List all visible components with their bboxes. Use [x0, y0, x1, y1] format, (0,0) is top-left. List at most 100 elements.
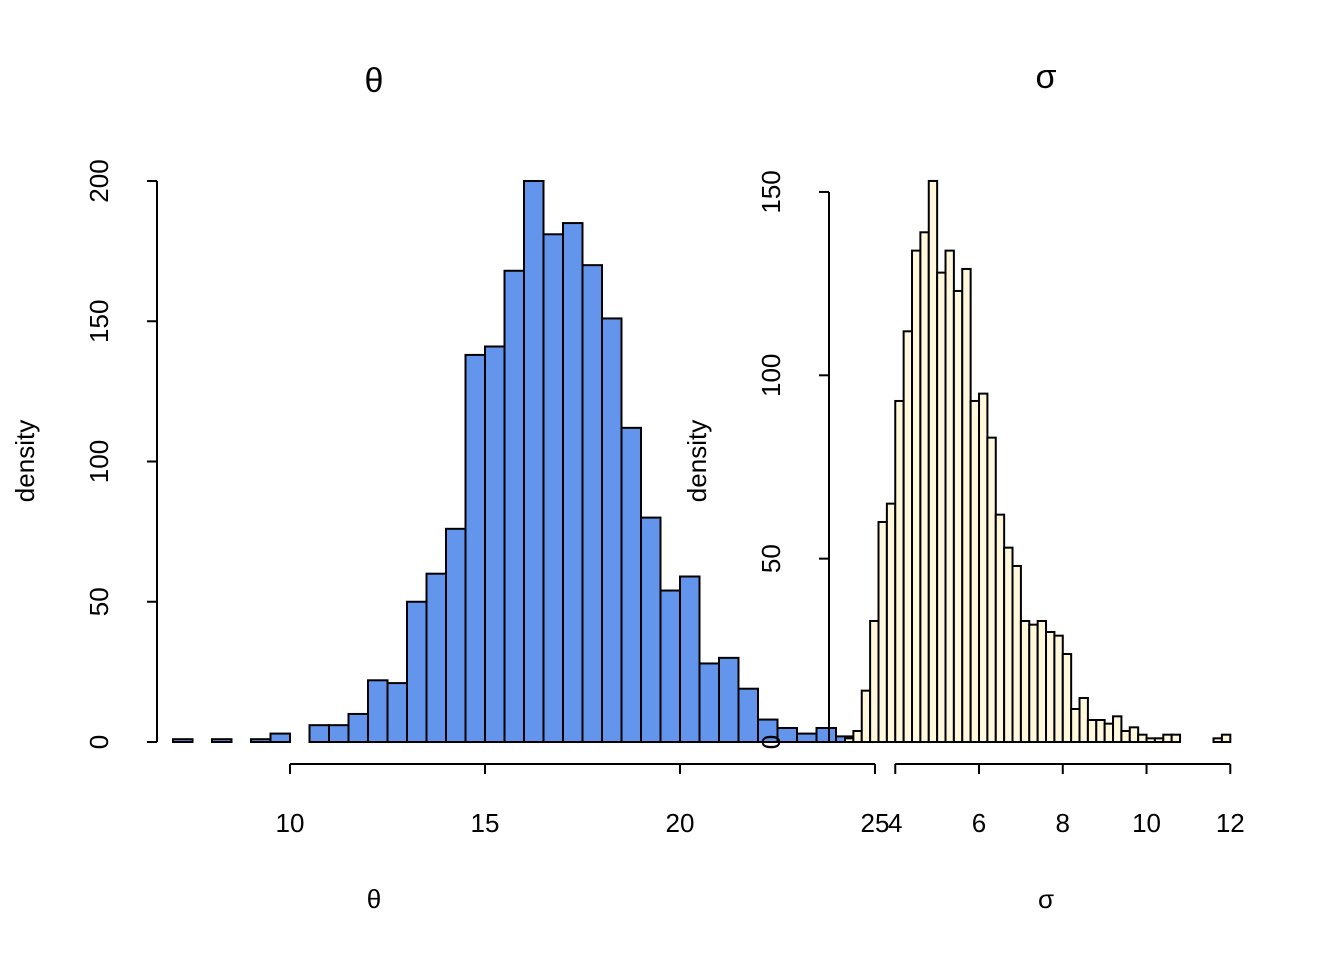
- histogram-bar: [927, 179, 939, 743]
- histogram-bar: [1120, 730, 1131, 743]
- histogram-bar: [737, 687, 759, 744]
- histogram-bar: [961, 267, 972, 743]
- histogram-bar: [1153, 737, 1165, 744]
- chart-title: σ: [1036, 58, 1057, 96]
- x-tick-label: 6: [972, 808, 986, 838]
- y-tick-label: 150: [756, 170, 786, 213]
- histogram-bar: [1036, 619, 1048, 743]
- histogram-bar: [1212, 737, 1223, 744]
- histogram-bar: [308, 724, 330, 743]
- y-tick-label: 200: [84, 159, 114, 202]
- histogram-bar: [852, 730, 863, 743]
- histogram-bar: [1086, 719, 1098, 743]
- histogram-bar: [944, 249, 955, 743]
- histogram-bar: [1162, 733, 1173, 743]
- y-tick-label: 0: [756, 735, 786, 749]
- histogram-bar: [484, 345, 506, 743]
- histogram-bar: [1078, 697, 1089, 743]
- histogram-bar: [523, 180, 545, 743]
- x-tick-label: 10: [1132, 808, 1161, 838]
- histogram-bar: [367, 679, 389, 743]
- histogram-bar: [425, 572, 447, 744]
- histogram-bar: [1045, 630, 1056, 743]
- histogram-bar: [1220, 733, 1232, 743]
- y-tick-label: 50: [756, 544, 786, 573]
- histogram-bar: [464, 353, 486, 743]
- histogram-bar: [986, 436, 997, 743]
- y-axis: 0 50 100 150: [756, 170, 830, 749]
- histogram-bar: [659, 589, 681, 744]
- histogram-bar: [796, 732, 818, 744]
- y-tick-label: 50: [84, 587, 114, 616]
- histogram-bar: [877, 520, 888, 743]
- histogram-bar: [679, 575, 701, 743]
- histogram-bar: [1011, 564, 1022, 743]
- histogram-bar: [952, 289, 964, 743]
- y-tick-label: 100: [756, 354, 786, 397]
- histogram-bar: [542, 233, 564, 743]
- y-tick-label: 100: [84, 440, 114, 483]
- histogram-bar: [1053, 634, 1064, 743]
- histogram-bar: [1061, 652, 1073, 743]
- histogram-bar: [1103, 722, 1115, 743]
- histogram-bar: [1003, 546, 1014, 744]
- chart-title: θ: [365, 62, 384, 100]
- histogram-bar: [978, 392, 989, 743]
- y-axis-label: density: [682, 420, 712, 502]
- x-axis-label: σ: [1038, 884, 1054, 914]
- histogram-bar: [969, 399, 981, 743]
- sigma-histogram-panel: σ σ density 4 6 8 10 12 0 50 100 150: [682, 58, 1245, 914]
- histogram-bar: [860, 689, 872, 743]
- histogram-bar: [601, 317, 623, 743]
- x-tick-label: 12: [1216, 808, 1245, 838]
- histogram-bar: [1019, 619, 1031, 743]
- histogram-bar: [885, 502, 897, 744]
- x-axis: 10 15 20 25: [276, 763, 890, 838]
- histogram-bar: [172, 738, 194, 744]
- histogram-bars: [172, 180, 974, 744]
- histogram-bar: [581, 264, 603, 743]
- histogram-bar: [328, 724, 350, 743]
- histogram-bar: [620, 426, 642, 743]
- histogram-bar: [815, 726, 837, 743]
- histogram-bar: [211, 738, 233, 744]
- histogram-bar: [406, 600, 428, 743]
- histogram-bar: [911, 249, 922, 743]
- histogram-bar: [1028, 623, 1039, 743]
- histogram-bar: [269, 732, 291, 744]
- histogram-bar: [503, 269, 525, 743]
- histogram-bar: [936, 271, 947, 743]
- y-tick-label: 150: [84, 300, 114, 343]
- x-tick-label: 20: [666, 808, 695, 838]
- histogram-bar: [386, 682, 408, 743]
- histogram-bar: [250, 738, 272, 744]
- x-tick-label: 8: [1056, 808, 1070, 838]
- histogram-bar: [919, 231, 930, 743]
- histogram-bar: [698, 662, 720, 744]
- histogram-bar: [445, 527, 467, 743]
- histogram-bar: [1070, 708, 1081, 743]
- x-axis-label: θ: [367, 884, 381, 914]
- y-tick-label: 0: [84, 735, 114, 749]
- histogram-bar: [894, 399, 905, 743]
- histogram-bar: [1095, 719, 1106, 743]
- histogram-bar: [844, 737, 855, 744]
- x-tick-label: 10: [276, 808, 305, 838]
- histogram-bar: [1170, 733, 1182, 743]
- histogram-bar: [562, 222, 584, 743]
- x-axis: 4 6 8 10 12: [888, 763, 1245, 838]
- x-tick-label: 25: [861, 808, 890, 838]
- histogram-bars: [844, 179, 1232, 744]
- histogram-bar: [640, 516, 662, 743]
- histogram-bar: [1112, 715, 1123, 744]
- x-tick-label: 4: [888, 808, 902, 838]
- histogram-bar: [347, 712, 369, 744]
- histogram-bar: [1137, 733, 1148, 743]
- y-axis: 0 50 100 150 200: [84, 159, 158, 749]
- y-axis-label: density: [10, 420, 40, 502]
- theta-histogram-panel: θ θ density 10 15 20 25 0 50 100 150 200: [10, 62, 974, 914]
- histogram-bar: [869, 619, 880, 743]
- histogram-bar: [1145, 737, 1156, 744]
- histogram-bar: [994, 513, 1006, 744]
